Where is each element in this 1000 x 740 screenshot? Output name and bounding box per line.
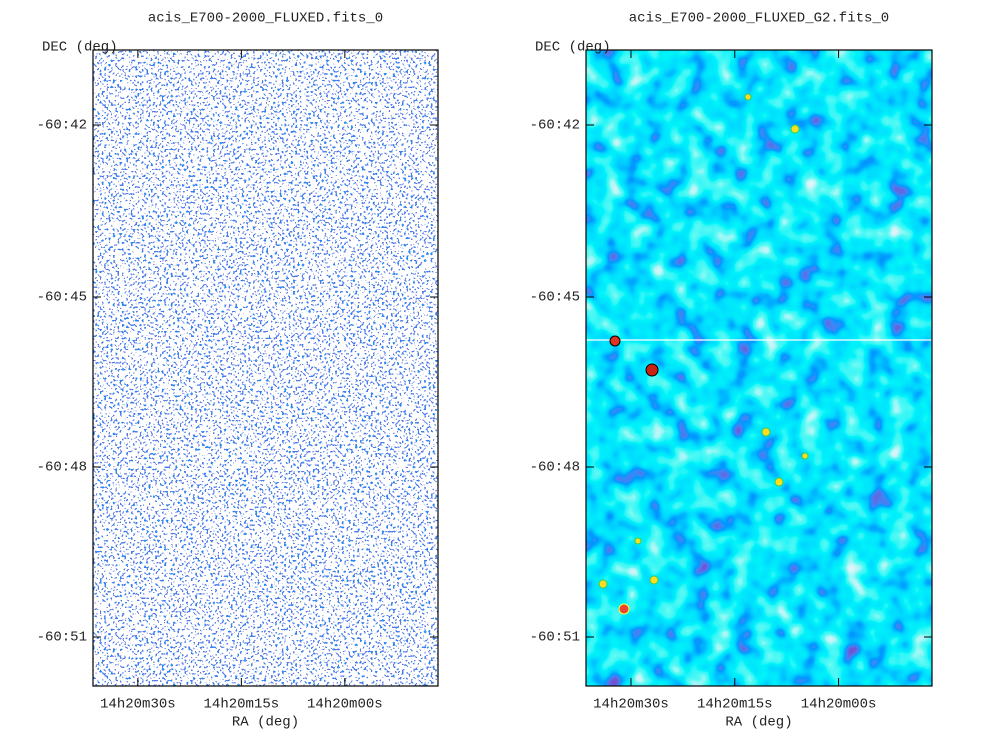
source [761, 427, 771, 437]
source [744, 93, 752, 101]
source [801, 452, 809, 460]
source [790, 124, 800, 134]
plot-frame [92, 49, 439, 687]
source [645, 363, 659, 377]
source [598, 579, 608, 589]
x-tick-label: 14h20m15s [204, 697, 280, 713]
source [649, 575, 659, 585]
x-tick-label: 14h20m00s [801, 697, 877, 713]
y-tick-label: -60:51 [530, 630, 580, 646]
source [634, 537, 642, 545]
image-smoothed [586, 50, 932, 686]
source [774, 477, 784, 487]
y-axis-label: DEC (deg) [42, 40, 118, 56]
sources [598, 93, 809, 615]
y-tick-label: -60:45 [530, 290, 580, 306]
source [618, 603, 630, 615]
y-tick-label: -60:45 [37, 290, 87, 306]
x-tick-label: 14h20m30s [100, 697, 176, 713]
x-axis-label: RA (deg) [232, 715, 299, 731]
y-tick-label: -60:48 [37, 460, 87, 476]
plot-frame [585, 49, 933, 687]
x-tick-label: 14h20m00s [307, 697, 383, 713]
x-tick-label: 14h20m30s [593, 697, 669, 713]
y-tick-label: -60:48 [530, 460, 580, 476]
panel-title: acis_E700-2000_FLUXED_G2.fits_0 [629, 11, 889, 27]
y-tick-label: -60:51 [37, 630, 87, 646]
source [609, 335, 621, 347]
panel-title: acis_E700-2000_FLUXED.fits_0 [148, 11, 383, 27]
y-axis-label: DEC (deg) [535, 40, 611, 56]
y-tick-label: -60:42 [37, 118, 87, 134]
x-tick-label: 14h20m15s [697, 697, 773, 713]
y-tick-label: -60:42 [530, 118, 580, 134]
x-axis-label: RA (deg) [725, 715, 792, 731]
image-raw [93, 50, 438, 686]
